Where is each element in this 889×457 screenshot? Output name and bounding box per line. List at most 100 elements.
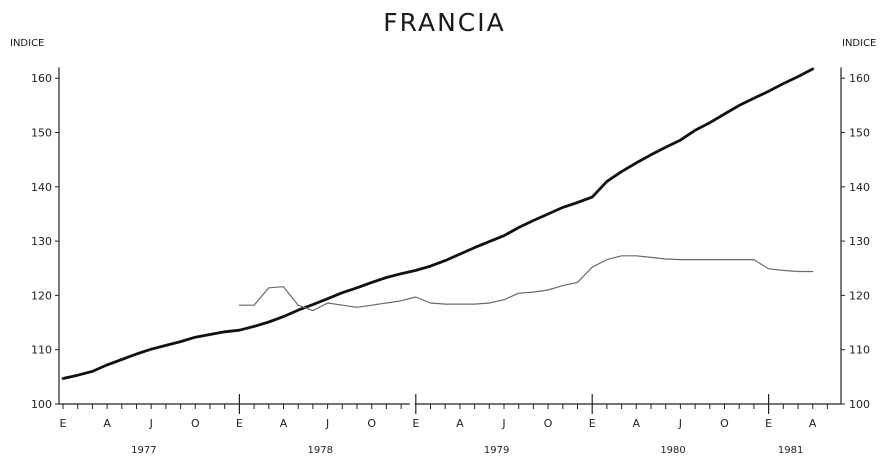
data-point-thick xyxy=(195,337,196,338)
data-point-thin xyxy=(768,268,769,269)
data-point-thick xyxy=(592,197,593,198)
y-axis-label-left: INDICE xyxy=(10,38,45,49)
data-point-thick xyxy=(342,292,343,293)
data-point-thick xyxy=(180,341,181,342)
x-month-label: E xyxy=(589,417,596,430)
y-tick-label-right: 120 xyxy=(849,289,870,302)
x-month-label: O xyxy=(191,417,200,430)
data-point-thick xyxy=(62,378,63,379)
data-point-thick xyxy=(371,282,372,283)
data-point-thick xyxy=(577,202,578,203)
data-point-thin xyxy=(665,258,666,259)
data-point-thin xyxy=(680,259,681,260)
data-point-thick xyxy=(709,122,710,123)
x-month-label: J xyxy=(325,417,329,430)
data-point-thin xyxy=(386,302,387,303)
data-point-thin xyxy=(459,304,460,305)
x-year-label: 1979 xyxy=(484,445,509,456)
data-point-thick xyxy=(121,359,122,360)
data-point-thick xyxy=(783,83,784,84)
y-axis-label-right: INDICE xyxy=(842,38,877,49)
data-point-thin xyxy=(533,292,534,293)
data-point-thin xyxy=(695,259,696,260)
y-tick-label-left: 100 xyxy=(31,398,52,411)
data-point-thick xyxy=(401,273,402,274)
data-point-thin xyxy=(606,259,607,260)
data-point-thin xyxy=(445,304,446,305)
data-point-thin xyxy=(312,310,313,311)
data-point-thick xyxy=(621,171,622,172)
y-tick-label-left: 160 xyxy=(31,72,52,85)
data-point-thin xyxy=(548,289,549,290)
data-point-thin xyxy=(709,259,710,260)
data-point-thick xyxy=(636,162,637,163)
data-point-thick xyxy=(254,326,255,327)
y-tick-label-right: 160 xyxy=(849,72,870,85)
data-point-thick xyxy=(445,260,446,261)
data-point-thin xyxy=(562,285,563,286)
data-point-thick xyxy=(239,330,240,331)
data-point-thick xyxy=(518,227,519,228)
data-point-thin xyxy=(268,287,269,288)
y-tick-label-left: 140 xyxy=(31,181,52,194)
data-point-thick xyxy=(209,334,210,335)
data-point-thin xyxy=(577,282,578,283)
y-tick-label-right: 110 xyxy=(849,344,870,357)
data-point-thick xyxy=(812,68,813,69)
x-month-label: O xyxy=(720,417,729,430)
data-point-thick xyxy=(665,147,666,148)
x-month-label: J xyxy=(501,417,505,430)
series-line-thin xyxy=(238,255,814,312)
x-month-label: A xyxy=(633,417,641,430)
data-point-thin xyxy=(503,299,504,300)
x-year-label: 1980 xyxy=(660,445,685,456)
x-year-label: 1978 xyxy=(308,445,333,456)
data-point-thick xyxy=(77,375,78,376)
data-point-thin xyxy=(753,259,754,260)
data-point-thin xyxy=(518,293,519,294)
data-point-thick xyxy=(695,130,696,131)
data-point-thin xyxy=(489,302,490,303)
x-month-label: E xyxy=(60,417,67,430)
data-point-thin xyxy=(327,302,328,303)
data-point-thick xyxy=(533,220,534,221)
data-point-thick xyxy=(356,287,357,288)
data-point-thin xyxy=(812,271,813,272)
series-line-thick xyxy=(61,67,815,380)
data-point-thin xyxy=(401,300,402,301)
data-point-thin xyxy=(298,305,299,306)
data-point-thick xyxy=(753,98,754,99)
data-point-thin xyxy=(621,255,622,256)
data-point-thin xyxy=(239,305,240,306)
x-month-label: E xyxy=(412,417,419,430)
data-point-thick xyxy=(268,321,269,322)
x-month-label: O xyxy=(367,417,376,430)
data-point-thick xyxy=(165,345,166,346)
x-year-label: 1977 xyxy=(131,445,156,456)
data-point-thick xyxy=(415,270,416,271)
data-point-thick xyxy=(724,113,725,114)
data-point-thick xyxy=(503,235,504,236)
data-point-thick xyxy=(224,331,225,332)
y-tick-label-left: 130 xyxy=(31,235,52,248)
data-point-thick xyxy=(562,207,563,208)
data-point-thick xyxy=(327,298,328,299)
data-point-thin xyxy=(356,307,357,308)
x-year-label: 1981 xyxy=(778,445,803,456)
axes-group: 100 100 110 110 120 120 130 130 140 140 150 150 160 1… xyxy=(31,67,870,456)
data-point-thin xyxy=(342,305,343,306)
data-point-thick xyxy=(489,241,490,242)
data-point-thick xyxy=(797,76,798,77)
data-point-thick xyxy=(650,154,651,155)
x-month-label: E xyxy=(236,417,243,430)
x-month-label: O xyxy=(544,417,553,430)
data-point-thin xyxy=(783,270,784,271)
data-point-thin xyxy=(371,305,372,306)
data-point-thick xyxy=(92,371,93,372)
data-point-thin xyxy=(415,296,416,297)
chart-title: FRANCIA xyxy=(383,8,506,37)
data-point-thick xyxy=(283,316,284,317)
data-point-thin xyxy=(254,305,255,306)
y-tick-label-right: 150 xyxy=(849,127,870,140)
data-point-thick xyxy=(474,247,475,248)
